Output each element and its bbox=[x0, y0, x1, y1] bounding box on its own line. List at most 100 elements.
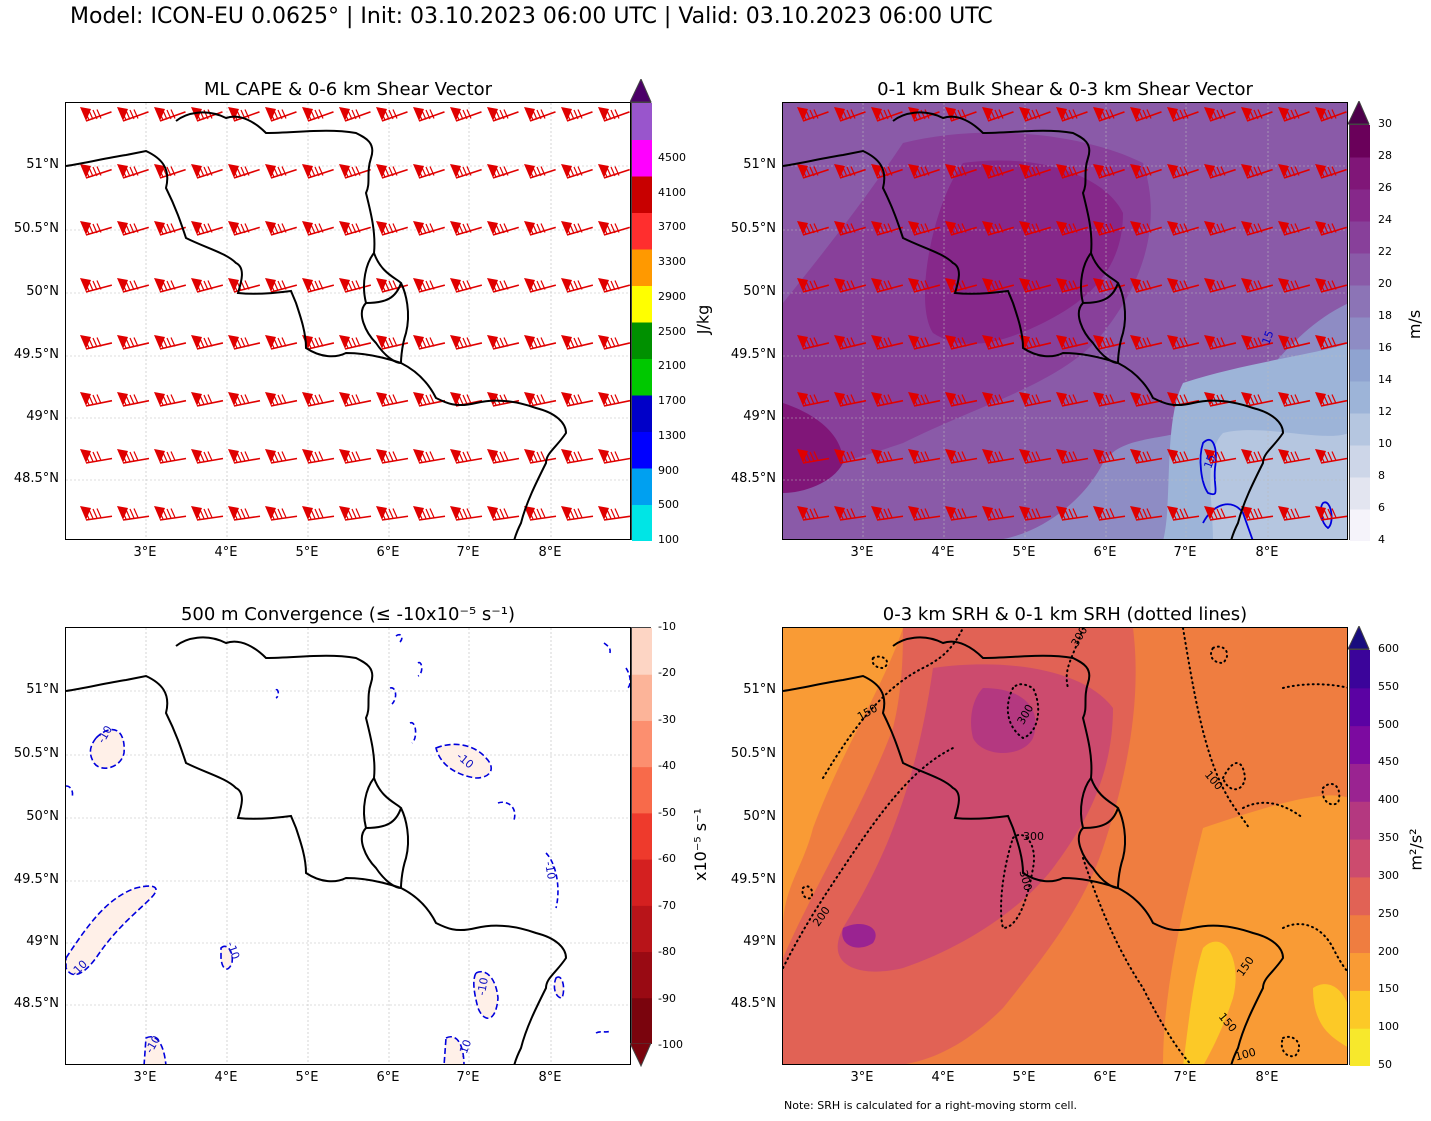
colorbar-tick-label: 100 bbox=[658, 533, 679, 546]
colorbar-tick-label: 50 bbox=[1378, 1058, 1392, 1071]
colorbar-tick-label: 500 bbox=[1378, 717, 1399, 731]
lat-label: 49.5°N bbox=[730, 872, 776, 887]
colorbar-convergence-label: x10⁻⁵ s⁻¹ bbox=[690, 808, 710, 881]
lon-label: 8°E bbox=[1255, 545, 1279, 560]
map-cape bbox=[65, 102, 631, 540]
lat-label: 49.5°N bbox=[730, 347, 776, 362]
lon-label: 4°E bbox=[214, 545, 238, 560]
lon-label: 8°E bbox=[538, 545, 562, 560]
colorbar-tick-label: 4100 bbox=[658, 185, 686, 199]
colorbar-shear-fill bbox=[1350, 125, 1370, 541]
colorbar-tick-label: 150 bbox=[1378, 982, 1399, 996]
colorbar-srh bbox=[1349, 649, 1370, 1066]
colorbar-extend-arrow bbox=[1348, 626, 1370, 650]
colorbar-tick-label: 2100 bbox=[658, 359, 686, 373]
colorbar-tick-label: 10 bbox=[1378, 437, 1392, 450]
map-srh-canvas bbox=[783, 628, 1347, 1064]
map-convergence: -10 -10 -10 -10 -10 -10 -10 -10 bbox=[65, 627, 631, 1065]
lat-label: 50.5°N bbox=[730, 221, 776, 236]
colorbar-tick-label: 250 bbox=[1378, 906, 1399, 920]
colorbar-tick-label: 22 bbox=[1378, 245, 1392, 258]
colorbar-tick-label: -30 bbox=[658, 712, 676, 726]
lat-label: 50.5°N bbox=[13, 221, 59, 236]
lon-label: 6°E bbox=[376, 545, 400, 560]
colorbar-tick-label: 24 bbox=[1378, 213, 1392, 226]
lon-label: 7°E bbox=[1173, 1070, 1197, 1085]
lon-label: 8°E bbox=[538, 1070, 562, 1085]
colorbar-extend-arrow bbox=[630, 1043, 652, 1067]
colorbar-convergence-fill bbox=[632, 628, 652, 1044]
lat-label: 50°N bbox=[743, 809, 776, 824]
lon-label: 6°E bbox=[376, 1070, 400, 1085]
colorbar-tick-label: 100 bbox=[1378, 1020, 1399, 1034]
colorbar-tick-label: 200 bbox=[1378, 944, 1399, 958]
colorbar-tick-label: 16 bbox=[1378, 341, 1392, 354]
colorbar-tick-label: 30 bbox=[1378, 117, 1392, 130]
colorbar-srh-label: m²/s² bbox=[1406, 828, 1426, 871]
colorbar-tick-label: -70 bbox=[658, 898, 676, 912]
lat-label: 48.5°N bbox=[730, 471, 776, 486]
lat-label: 49.5°N bbox=[13, 347, 59, 362]
lon-label: 5°E bbox=[295, 1070, 319, 1085]
lat-label: 50°N bbox=[26, 809, 59, 824]
colorbar-shear bbox=[1349, 124, 1370, 541]
colorbar-tick-label: -10 bbox=[658, 620, 676, 633]
lat-label: 51°N bbox=[743, 682, 776, 697]
colorbar-extend-arrow bbox=[630, 79, 652, 103]
colorbar-cape bbox=[631, 102, 652, 541]
colorbar-tick-label: 400 bbox=[1378, 793, 1399, 807]
lat-label: 50°N bbox=[743, 284, 776, 299]
lon-label: 7°E bbox=[456, 545, 480, 560]
colorbar-tick-label: -80 bbox=[658, 945, 676, 959]
srh-label-e: 300 bbox=[1023, 830, 1044, 843]
colorbar-cape-fill bbox=[632, 103, 652, 541]
map-shear: 15 15 bbox=[782, 102, 1348, 540]
colorbar-tick-label: 900 bbox=[658, 463, 679, 477]
colorbar-tick-label: 2500 bbox=[658, 324, 686, 338]
colorbar-tick-label: 6 bbox=[1378, 501, 1385, 514]
lat-label: 49°N bbox=[743, 934, 776, 949]
panel-title-shear: 0-1 km Bulk Shear & 0-3 km Shear Vector bbox=[877, 79, 1253, 100]
colorbar-extend-arrow bbox=[1348, 101, 1370, 125]
colorbar-tick-label: 550 bbox=[1378, 679, 1399, 693]
colorbar-tick-label: 350 bbox=[1378, 831, 1399, 845]
colorbar-tick-label: 28 bbox=[1378, 149, 1392, 162]
colorbar-tick-label: 3700 bbox=[658, 220, 686, 234]
colorbar-tick-label: 18 bbox=[1378, 309, 1392, 322]
colorbar-tick-label: 500 bbox=[658, 498, 679, 512]
colorbar-tick-label: -100 bbox=[658, 1038, 683, 1051]
panel-title-convergence: 500 m Convergence (≤ -10x10⁻⁵ s⁻¹) bbox=[180, 604, 516, 625]
lat-label: 49°N bbox=[26, 934, 59, 949]
colorbar-shear-label: m/s bbox=[1405, 309, 1425, 340]
map-shear-canvas bbox=[783, 103, 1347, 539]
colorbar-tick-label: 1300 bbox=[658, 428, 686, 442]
page-title: Model: ICON-EU 0.0625° | Init: 03.10.202… bbox=[70, 4, 993, 29]
srh-note: Note: SRH is calculated for a right-movi… bbox=[784, 1099, 1078, 1112]
colorbar-tick-label: 3300 bbox=[658, 255, 686, 269]
colorbar-tick-label: -60 bbox=[658, 852, 676, 866]
lon-label: 3°E bbox=[133, 545, 157, 560]
colorbar-tick-label: -40 bbox=[658, 759, 676, 773]
lon-label: 4°E bbox=[931, 545, 955, 560]
lat-label: 49°N bbox=[743, 409, 776, 424]
map-srh: 300 150 300 100 300 300 200 150 150 100 bbox=[782, 627, 1348, 1065]
lat-label: 50.5°N bbox=[13, 746, 59, 761]
lat-label: 49.5°N bbox=[13, 872, 59, 887]
lat-label: 48.5°N bbox=[13, 996, 59, 1011]
lat-label: 48.5°N bbox=[730, 996, 776, 1011]
lon-label: 7°E bbox=[456, 1070, 480, 1085]
colorbar-tick-label: 300 bbox=[1378, 868, 1399, 882]
panel-title-cape: ML CAPE & 0-6 km Shear Vector bbox=[203, 79, 493, 100]
lat-label: 51°N bbox=[26, 157, 59, 172]
lon-label: 3°E bbox=[850, 545, 874, 560]
lat-label: 50.5°N bbox=[730, 746, 776, 761]
colorbar-tick-label: 20 bbox=[1378, 277, 1392, 290]
colorbar-tick-label: -20 bbox=[658, 666, 676, 680]
lat-label: 51°N bbox=[743, 157, 776, 172]
colorbar-tick-label: 4 bbox=[1378, 533, 1385, 546]
lon-label: 6°E bbox=[1093, 1070, 1117, 1085]
colorbar-tick-label: 4500 bbox=[658, 151, 686, 164]
colorbar-tick-label: -90 bbox=[658, 991, 676, 1005]
lat-label: 49°N bbox=[26, 409, 59, 424]
colorbar-tick-label: 12 bbox=[1378, 405, 1392, 418]
